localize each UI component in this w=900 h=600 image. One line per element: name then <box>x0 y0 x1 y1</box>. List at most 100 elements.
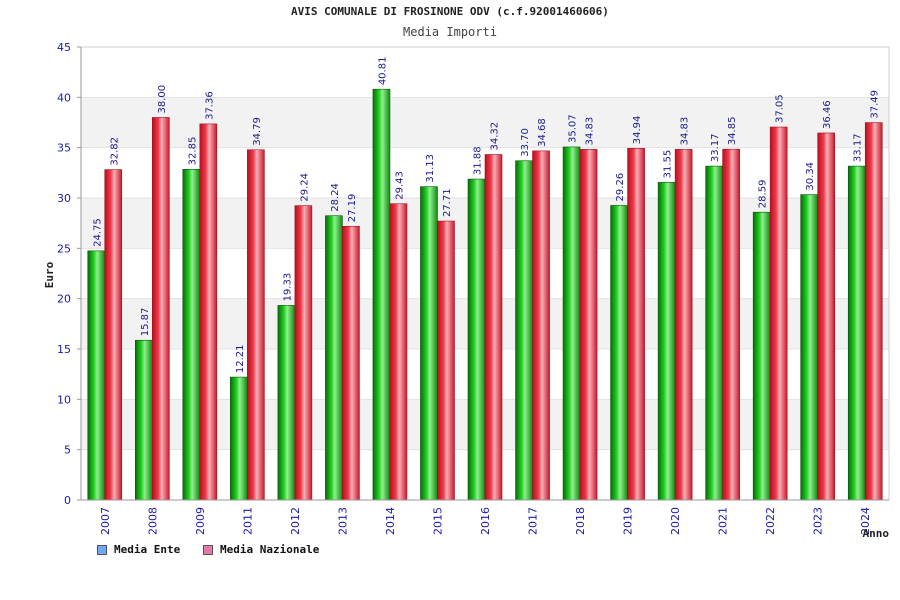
bar-media-nazionale <box>104 169 123 501</box>
bar-media-ente <box>325 215 343 501</box>
data-label-media-nazionale: 37.36 <box>204 91 215 120</box>
data-label-media-nazionale: 38.00 <box>157 85 168 114</box>
data-label-media-nazionale: 27.19 <box>347 194 358 223</box>
bar-media-ente <box>705 165 723 501</box>
bar-media-nazionale <box>532 150 550 501</box>
y-tick-label: 30 <box>57 192 71 205</box>
x-tick-label: 2011 <box>241 507 254 535</box>
chart-subtitle: Media Importi <box>403 25 497 39</box>
data-label-media-ente: 31.13 <box>425 154 436 183</box>
bar-media-ente <box>847 165 866 501</box>
x-tick-label: 2018 <box>574 507 587 535</box>
data-label-media-ente: 12.21 <box>235 344 246 373</box>
bar-media-nazionale <box>769 126 788 501</box>
data-label-media-ente: 31.55 <box>663 150 674 179</box>
bar-media-nazionale <box>199 123 218 501</box>
x-tick-label: 2023 <box>812 507 825 535</box>
y-tick-label: 0 <box>64 494 71 507</box>
bar-labels: 24.75 32.82 15.87 38.00 32.85 37.36 12.21 34.79… <box>92 57 880 374</box>
x-tick-label: 2012 <box>289 507 302 535</box>
data-label-media-nazionale: 34.32 <box>490 122 501 151</box>
x-tick-label: 2021 <box>717 507 730 535</box>
data-label-media-ente: 35.07 <box>568 114 579 143</box>
bars <box>87 88 883 501</box>
data-label-media-ente: 24.75 <box>92 218 103 247</box>
y-tick-label: 5 <box>64 444 71 457</box>
bar-media-ente <box>800 194 819 501</box>
data-label-media-ente: 28.59 <box>758 180 769 209</box>
y-axis-label: Euro <box>43 261 56 288</box>
bar-media-ente <box>230 376 248 501</box>
data-label-media-nazionale: 34.79 <box>252 117 263 146</box>
legend-swatch-media-ente <box>97 544 107 555</box>
data-label-media-nazionale: 34.83 <box>680 117 691 146</box>
y-tick-label: 25 <box>57 242 71 255</box>
data-label-media-nazionale: 29.24 <box>299 173 310 202</box>
bar-media-ente <box>277 305 296 501</box>
bar-media-nazionale <box>151 117 170 501</box>
data-label-media-ente: 19.33 <box>282 273 293 302</box>
x-tick-label: 2009 <box>194 507 207 535</box>
data-label-media-nazionale: 37.49 <box>870 90 881 119</box>
x-tick-label: 2022 <box>764 507 777 535</box>
bar-media-ente <box>372 88 391 501</box>
bar-media-nazionale <box>627 147 645 501</box>
bar-media-ente <box>87 250 106 501</box>
data-label-media-ente: 33.70 <box>520 128 531 157</box>
y-tick-label: 20 <box>57 293 71 306</box>
bar-media-nazionale <box>437 220 455 501</box>
x-tick-label: 2008 <box>146 507 159 535</box>
data-label-media-nazionale: 34.83 <box>585 117 596 146</box>
legend-media-ente: Media Ente <box>97 543 180 556</box>
bar-media-nazionale <box>817 132 836 501</box>
y-tick-label: 45 <box>57 41 71 54</box>
axes <box>77 46 890 501</box>
bar-media-nazionale <box>247 149 265 501</box>
bar-media-ente <box>420 186 438 501</box>
data-label-media-ente: 40.81 <box>377 57 388 86</box>
y-tick-label: 40 <box>57 91 71 104</box>
x-tick-label: 2020 <box>669 507 682 535</box>
legend-label-media-ente: Media Ente <box>114 543 181 556</box>
data-label-media-ente: 28.24 <box>330 183 341 212</box>
y-tick-label: 10 <box>57 393 71 406</box>
y-tick-label: 35 <box>57 142 71 155</box>
x-tick-label: 2014 <box>384 507 397 535</box>
bar-media-nazionale <box>342 225 360 501</box>
data-label-media-ente: 32.85 <box>187 137 198 166</box>
bar-media-nazionale <box>722 148 740 501</box>
data-label-media-nazionale: 37.05 <box>775 94 786 123</box>
legend-label-media-nazionale: Media Nazionale <box>220 543 320 556</box>
x-axis-label: Anno <box>863 527 890 540</box>
data-label-media-ente: 30.34 <box>805 162 816 191</box>
data-label-media-ente: 29.26 <box>615 173 626 202</box>
data-label-media-ente: 15.87 <box>140 308 151 337</box>
y-tick-labels: 0 5 10 15 20 25 30 35 40 45 <box>57 41 71 507</box>
data-label-media-nazionale: 27.71 <box>442 188 453 217</box>
bar-media-ente <box>657 182 676 501</box>
bar-media-ente <box>752 211 771 501</box>
bar-media-ente <box>467 178 486 501</box>
x-tick-label: 2007 <box>99 507 112 535</box>
data-label-media-nazionale: 32.82 <box>109 137 120 166</box>
legend-swatch-media-nazionale <box>203 544 213 555</box>
bar-media-ente <box>515 160 533 501</box>
data-label-media-ente: 33.17 <box>710 133 721 162</box>
bar-media-nazionale <box>389 203 408 501</box>
x-tick-label: 2019 <box>622 507 635 535</box>
data-label-media-ente: 31.88 <box>473 146 484 175</box>
x-tick-label: 2024 <box>859 507 872 535</box>
bar-media-ente <box>610 205 628 501</box>
x-tick-label: 2017 <box>527 507 540 535</box>
legend-media-nazionale: Media Nazionale <box>203 543 319 556</box>
data-label-media-ente: 33.17 <box>853 133 864 162</box>
plot-band <box>81 47 889 98</box>
bar-media-nazionale <box>484 154 503 501</box>
bar-media-nazionale <box>579 149 598 501</box>
chart-title: AVIS COMUNALE DI FROSINONE ODV (c.f.9200… <box>291 5 609 18</box>
bar-media-ente <box>182 169 201 501</box>
bar-media-ente <box>562 146 581 501</box>
data-label-media-nazionale: 34.85 <box>727 117 738 146</box>
data-label-media-nazionale: 34.94 <box>632 116 643 145</box>
